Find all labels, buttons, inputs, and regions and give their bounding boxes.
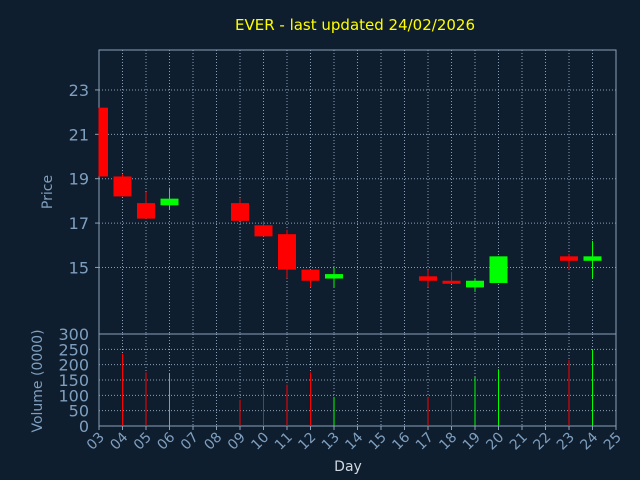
- candle-body: [325, 274, 343, 279]
- day-tick-label: 04: [107, 429, 131, 453]
- day-tick-label: 24: [577, 429, 601, 453]
- chart-title: EVER - last updated 24/02/2026: [235, 16, 475, 34]
- volume-tick-label: 300: [58, 325, 89, 344]
- volume-tick-label: 200: [58, 356, 89, 375]
- candle-body: [99, 107, 108, 177]
- candle-body: [489, 256, 508, 283]
- day-tick-label: 09: [225, 430, 249, 454]
- candle-body: [301, 269, 320, 281]
- day-axis-ticks: 03 04 05 06 07 08 09 10 11 12 13 14 15 16 17 18 19 20 21 22…: [84, 426, 625, 453]
- day-tick-label: 25: [601, 430, 625, 454]
- day-tick-label: 14: [342, 429, 366, 453]
- day-tick-label: 08: [201, 430, 225, 454]
- price-tick-label: 23: [69, 81, 89, 100]
- volume-bars: [122, 349, 593, 426]
- price-tick-label: 21: [69, 125, 89, 144]
- day-tick-label: 21: [507, 430, 531, 454]
- day-tick-label: 06: [154, 429, 178, 453]
- candles: [98, 107, 602, 292]
- day-tick-label: 13: [319, 430, 343, 454]
- day-tick-label: 05: [131, 430, 155, 454]
- day-tick-label: 18: [436, 430, 460, 454]
- candle-body: [278, 234, 296, 270]
- price-tick-label: 19: [69, 170, 89, 189]
- candle-body: [560, 256, 578, 261]
- price-grid: [98, 50, 617, 334]
- day-tick-label: 07: [178, 430, 202, 454]
- candle-body: [442, 280, 461, 284]
- candle-body: [583, 256, 602, 261]
- volume-grid: [98, 333, 617, 427]
- x-axis-label: Day: [334, 459, 362, 475]
- day-tick-label: 11: [272, 430, 296, 454]
- candle-body: [137, 203, 155, 219]
- day-tick-label: 17: [413, 430, 437, 454]
- day-tick-label: 20: [483, 430, 507, 454]
- day-tick-label: 22: [530, 430, 554, 454]
- day-tick-label: 15: [366, 430, 390, 454]
- price-tick-label: 15: [69, 258, 89, 277]
- day-tick-label: 12: [295, 430, 319, 454]
- candle-body: [113, 176, 132, 197]
- volume-tick-label: 50: [69, 402, 89, 421]
- volume-tick-label: 0: [79, 417, 89, 436]
- volume-axis-label: Volume (0000): [30, 329, 46, 432]
- volume-tick-label: 150: [58, 371, 89, 390]
- price-axis-label: Price: [40, 175, 56, 209]
- candle-body: [231, 203, 249, 221]
- volume-tick-label: 100: [58, 386, 89, 405]
- day-tick-label: 16: [389, 429, 413, 453]
- day-tick-label: 10: [248, 430, 272, 454]
- candle-body: [466, 280, 484, 288]
- price-tick-label: 17: [69, 214, 89, 233]
- candle-body: [254, 225, 273, 237]
- candle-body: [160, 198, 179, 206]
- day-tick-label: 19: [460, 430, 484, 454]
- volume-tick-label: 250: [58, 340, 89, 359]
- price-axis-ticks: 15 17 19 21 23: [69, 81, 99, 277]
- candle-body: [419, 276, 437, 281]
- day-tick-label: 23: [554, 430, 578, 454]
